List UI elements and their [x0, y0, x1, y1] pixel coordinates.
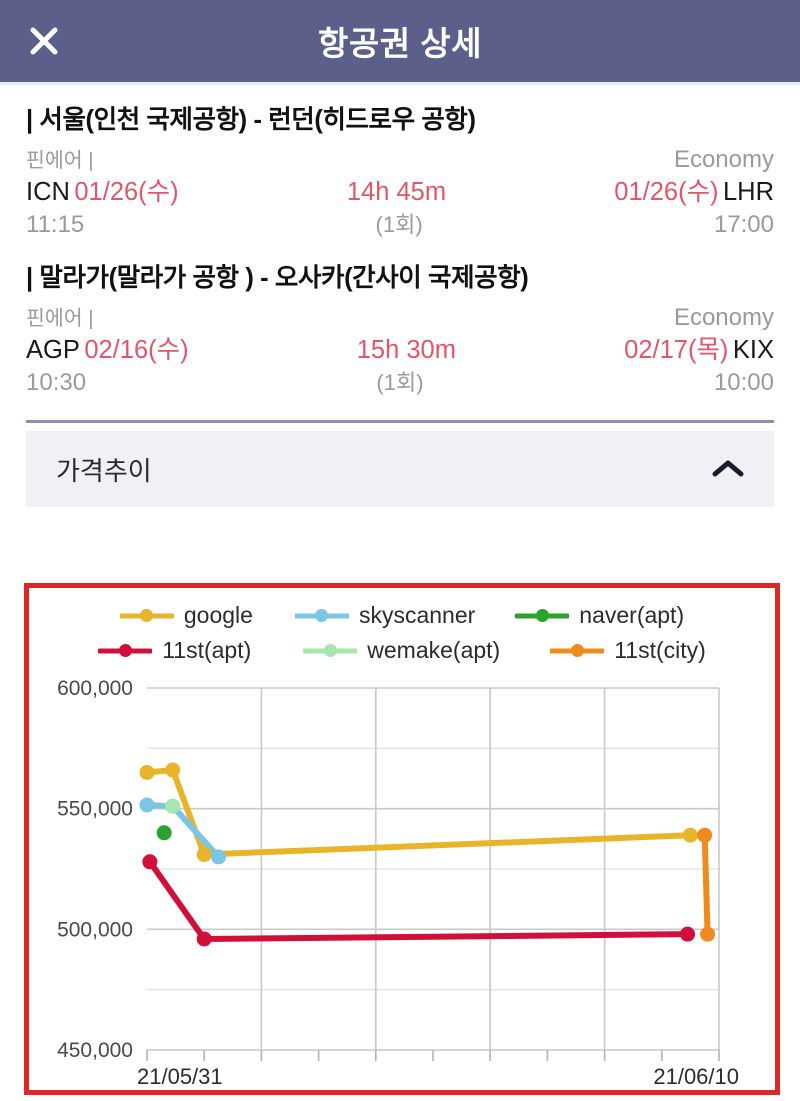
data-point-skyscanner[interactable] — [211, 849, 226, 865]
origin-airport-code: AGP — [26, 335, 80, 364]
legend-item-11stapt[interactable]: 11st(apt) — [98, 637, 251, 664]
legend-label: google — [183, 602, 253, 628]
legend-swatch-icon — [515, 608, 570, 624]
origin-date: 01/26(수) — [74, 178, 179, 207]
price-trend-chart: google skyscanner naver(apt) 11st(apt) wema… — [29, 588, 775, 1090]
destination-date: 01/26(수) — [614, 178, 719, 207]
data-point-google[interactable] — [165, 762, 181, 778]
destination-airport-code: KIX — [732, 335, 774, 364]
flight-segment-outbound: | 서울(인천 국제공항) - 런던(히드로우 공항) 핀에어 | Econom… — [26, 99, 774, 257]
series-line-11stcity — [701, 832, 711, 938]
legend-label: naver(apt) — [579, 602, 685, 628]
origin-time: 11:15 — [26, 211, 85, 239]
data-point-11stcity[interactable] — [697, 827, 713, 843]
cabin-class: Economy — [673, 146, 774, 173]
flight-duration: 15h 30m — [356, 335, 456, 364]
price-trend-label: 가격추이 — [56, 455, 152, 486]
segment-meta-row: 핀에어 | Economy — [26, 302, 774, 333]
chart-legend-row-2: 11st(apt) wemake(apt) 11st(city) — [98, 637, 706, 664]
segment-main-row: AGP 02/16(수) 15h 30m 02/17(목) KIX — [26, 334, 774, 367]
data-point-wemakeapt[interactable] — [165, 798, 181, 814]
legend-swatch-icon — [550, 643, 605, 659]
destination-time: 10:00 — [713, 368, 774, 396]
segment-route-title: | 말라가(말라가 공항 ) - 오사카(간사이 국제공항) — [26, 263, 529, 292]
legend-item-skyscanner[interactable]: skyscanner — [294, 602, 476, 629]
origin-time: 10:30 — [26, 368, 87, 396]
app-header: 항공권 상세 — [0, 0, 800, 82]
price-trend-line-chart: 450,000 500,000 550,000 600,000 21/05/31 21/0… — [57, 677, 739, 1089]
legend-item-11stcity[interactable]: 11st(city) — [550, 637, 706, 664]
legend-swatch-icon — [119, 608, 174, 624]
destination-block: 01/26(수) LHR — [614, 176, 774, 209]
segment-main-row: ICN 01/26(수) 14h 45m 01/26(수) LHR — [26, 176, 774, 209]
legend-label: skyscanner — [358, 602, 476, 628]
data-point-11stapt[interactable] — [680, 926, 696, 942]
price-trend-chart-card: google skyscanner naver(apt) 11st(apt) wema… — [24, 583, 780, 1095]
close-icon — [30, 27, 58, 55]
segment-meta-row: 핀에어 | Economy — [26, 144, 774, 175]
legend-swatch-icon — [303, 643, 358, 659]
data-point-google[interactable] — [682, 827, 698, 843]
page-title: 항공권 상세 — [318, 25, 482, 62]
flight-duration: 14h 45m — [346, 178, 447, 207]
data-point-google[interactable] — [139, 764, 155, 780]
data-point-naverapt[interactable] — [156, 825, 172, 841]
close-button[interactable] — [22, 19, 66, 63]
chart-legend: google skyscanner naver(apt) 11st(apt) wema… — [29, 602, 775, 664]
destination-time: 17:00 — [713, 211, 774, 239]
segment-times-row: 11:15 (1회) 17:00 — [26, 209, 774, 240]
legend-label: 11st(city) — [614, 637, 706, 663]
data-point-11stapt[interactable] — [196, 931, 212, 947]
stop-count: (1회) — [376, 369, 424, 395]
data-point-skyscanner[interactable] — [139, 797, 155, 813]
origin-airport-code: ICN — [26, 178, 70, 207]
legend-label: wemake(apt) — [367, 637, 501, 663]
data-point-11stcity[interactable] — [700, 926, 716, 942]
legend-swatch-icon — [294, 608, 349, 624]
flight-segment-return: | 말라가(말라가 공항 ) - 오사카(간사이 국제공항) 핀에어 | Eco… — [26, 257, 774, 415]
y-axis-tick-label: 450,000 — [57, 1039, 133, 1062]
series-line-11stapt — [146, 858, 691, 942]
destination-block: 02/17(목) KIX — [624, 334, 774, 367]
legend-swatch-icon — [98, 643, 153, 659]
segment-route-title: | 서울(인천 국제공항) - 런던(히드로우 공항) — [26, 106, 476, 134]
airline-name: 핀에어 | — [26, 306, 94, 330]
legend-item-google[interactable]: google — [119, 602, 253, 629]
chart-legend-row-1: google skyscanner naver(apt) — [119, 602, 684, 629]
segment-times-row: 10:30 (1회) 10:00 — [26, 367, 774, 398]
airline-name: 핀에어 | — [26, 149, 94, 172]
series-line-google — [144, 767, 694, 858]
cabin-class: Economy — [673, 303, 774, 331]
section-divider-wrap — [0, 414, 800, 424]
stop-count: (1회) — [375, 212, 423, 238]
legend-item-naverapt[interactable]: naver(apt) — [515, 602, 684, 629]
section-divider — [26, 420, 774, 424]
x-axis-end-label: 21/06/10 — [653, 1064, 739, 1089]
y-axis-tick-label: 550,000 — [57, 798, 133, 821]
destination-airport-code: LHR — [722, 178, 774, 207]
data-point-11stapt[interactable] — [142, 854, 158, 870]
data-point-google[interactable] — [196, 847, 212, 863]
flight-segments: | 서울(인천 국제공항) - 런던(히드로우 공항) 핀에어 | Econom… — [0, 85, 800, 414]
price-trend-accordion-wrap: 가격추이 — [0, 423, 800, 508]
chevron-up-icon[interactable] — [710, 457, 746, 481]
y-axis-tick-label: 500,000 — [57, 918, 133, 941]
destination-date: 02/17(목) — [624, 335, 729, 364]
price-trend-accordion-header[interactable]: 가격추이 — [26, 431, 774, 508]
y-axis-tick-label: 600,000 — [57, 677, 133, 700]
origin-block: ICN 01/26(수) — [26, 176, 179, 209]
origin-date: 02/16(수) — [84, 335, 189, 364]
origin-block: AGP 02/16(수) — [26, 334, 189, 367]
chart-plot-area: 450,000 500,000 550,000 600,000 21/05/31 21/0… — [29, 588, 775, 1090]
header-underline — [0, 82, 800, 85]
legend-label: 11st(apt) — [162, 637, 252, 663]
legend-item-wemakeapt[interactable]: wemake(apt) — [303, 637, 500, 664]
x-axis-start-label: 21/05/31 — [137, 1064, 223, 1089]
